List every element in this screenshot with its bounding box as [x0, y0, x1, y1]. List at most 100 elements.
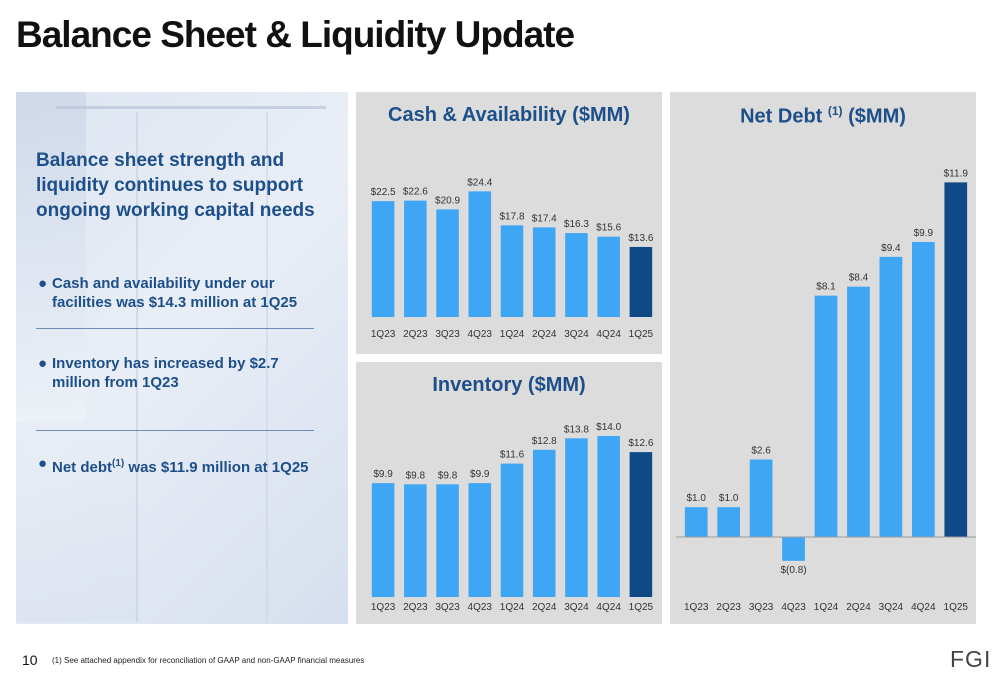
background-image-rail	[56, 106, 326, 109]
bar-1Q25	[944, 182, 968, 537]
tick-label: 2Q23	[716, 602, 741, 613]
bar-2Q23	[404, 484, 427, 597]
data-label: $24.4	[467, 177, 492, 188]
tick-label: 4Q24	[596, 602, 621, 613]
bar-1Q24	[500, 225, 524, 317]
tick-label: 1Q24	[814, 602, 839, 613]
bar-3Q24	[565, 233, 588, 317]
bar-1Q24	[814, 295, 838, 537]
background-image-vanity	[16, 422, 136, 622]
tick-label: 3Q23	[435, 602, 460, 613]
net-debt-title-text: Net Debt	[740, 105, 828, 128]
bullet-icon: ●	[38, 455, 48, 472]
data-label: $11.6	[500, 450, 525, 461]
bar-3Q23	[436, 484, 459, 597]
background-image-frame	[136, 112, 138, 622]
tick-label: 2Q23	[403, 602, 428, 613]
data-label: $15.6	[596, 223, 621, 234]
data-label: $2.6	[751, 446, 771, 457]
divider	[36, 328, 314, 329]
bar-1Q23	[371, 201, 395, 317]
bullet-net-debt: ● Net debt(1) was $11.9 million at 1Q25	[38, 454, 328, 477]
summary-headline: Balance sheet strength and liquidity con…	[36, 150, 315, 221]
page-title: Balance Sheet & Liquidity Update	[16, 14, 575, 55]
background-image-frame	[266, 112, 268, 622]
bullet-cash: ● Cash and availability under our facili…	[38, 274, 328, 312]
tick-label: 2Q24	[846, 602, 871, 613]
bar-2Q24	[532, 227, 556, 317]
bullet-text: Net debt(1) was $11.9 million at 1Q25	[38, 454, 328, 477]
inventory-chart: $9.9 1Q23 $9.8 2Q23 $9.8 3Q23 $9.9 4Q23 $11.6 1Q2…	[371, 422, 654, 613]
summary-panel: Balance sheet strength and liquidity con…	[16, 92, 348, 624]
bar-3Q24	[565, 438, 588, 597]
tick-label: 3Q23	[435, 329, 460, 340]
inventory-chart-title: Inventory ($MM)	[432, 374, 586, 396]
bar-4Q23	[782, 537, 805, 561]
bar-3Q23	[749, 459, 773, 537]
data-label: $9.9	[373, 469, 393, 480]
data-label: $8.4	[849, 273, 869, 284]
data-label: $13.8	[564, 424, 589, 435]
data-label: $17.8	[499, 211, 524, 222]
data-label: $8.1	[816, 282, 836, 293]
bar-2Q23	[717, 507, 741, 537]
data-label: $9.8	[438, 470, 458, 481]
tick-label: 3Q23	[749, 602, 774, 613]
data-label: $13.6	[628, 233, 653, 244]
bullet-text-post: was $11.9 million at 1Q25	[124, 459, 309, 476]
bar-4Q24	[597, 236, 620, 317]
data-label: $17.4	[532, 213, 557, 224]
bullet-text: Inventory has increased by $2.7 million …	[52, 355, 279, 391]
footnote: (1) See attached appendix for reconcilia…	[52, 656, 365, 665]
bar-3Q24	[879, 256, 903, 537]
net-debt-title-unit: ($MM)	[842, 105, 906, 128]
data-label: $22.6	[403, 187, 428, 198]
data-label: $12.8	[532, 436, 557, 447]
tick-label: 1Q23	[371, 602, 396, 613]
net-debt-chart-title: Net Debt (1) ($MM)	[670, 104, 976, 129]
cash-availability-chart: $22.5 1Q23 $22.6 2Q23 $20.9 3Q23 $24.4 4Q23 $17.…	[371, 177, 654, 340]
cash-availability-panel: Cash & Availability ($MM) $22.5 1Q23 $22.6…	[356, 92, 662, 354]
divider	[36, 430, 314, 431]
tick-label: 1Q25	[629, 602, 654, 613]
data-label: $12.6	[628, 438, 653, 449]
tick-label: 1Q23	[371, 329, 396, 340]
bar-2Q23	[404, 200, 427, 317]
tick-label: 4Q23	[781, 602, 806, 613]
bar-1Q23	[684, 507, 708, 537]
bar-4Q24	[911, 241, 935, 538]
bar-4Q23	[468, 191, 492, 317]
bullet-text: Cash and availability under our faciliti…	[52, 275, 298, 311]
bullet-icon: ●	[38, 275, 48, 292]
data-label: $(0.8)	[780, 565, 806, 576]
bar-1Q25	[629, 452, 653, 597]
tick-label: 3Q24	[879, 602, 904, 613]
footnote-marker: (1)	[827, 104, 843, 118]
tick-label: 3Q24	[564, 602, 589, 613]
data-label: $9.9	[470, 469, 490, 480]
tick-label: 2Q24	[532, 329, 557, 340]
tick-label: 4Q23	[468, 329, 493, 340]
data-label: $16.3	[564, 219, 589, 230]
data-label: $20.9	[435, 195, 460, 206]
data-label: $9.4	[881, 243, 901, 254]
data-label: $14.0	[596, 422, 621, 433]
bar-2Q24	[532, 449, 556, 597]
page-number: 10	[22, 652, 38, 668]
tick-label: 3Q24	[564, 329, 589, 340]
data-label: $1.0	[719, 493, 739, 504]
tick-label: 4Q23	[468, 602, 493, 613]
background-image-window	[16, 92, 86, 422]
tick-label: 4Q24	[911, 602, 936, 613]
bar-4Q24	[597, 436, 620, 597]
data-label: $9.8	[406, 470, 426, 481]
cash-chart-title: Cash & Availability ($MM)	[388, 104, 630, 126]
tick-label: 1Q25	[944, 602, 969, 613]
bullet-icon: ●	[38, 355, 48, 372]
tick-label: 1Q24	[500, 329, 525, 340]
company-logo: FGI	[950, 646, 992, 672]
data-label: $9.9	[914, 228, 934, 239]
data-label: $11.9	[944, 168, 969, 179]
tick-label: 1Q24	[500, 602, 525, 613]
tick-label: 4Q24	[596, 329, 621, 340]
